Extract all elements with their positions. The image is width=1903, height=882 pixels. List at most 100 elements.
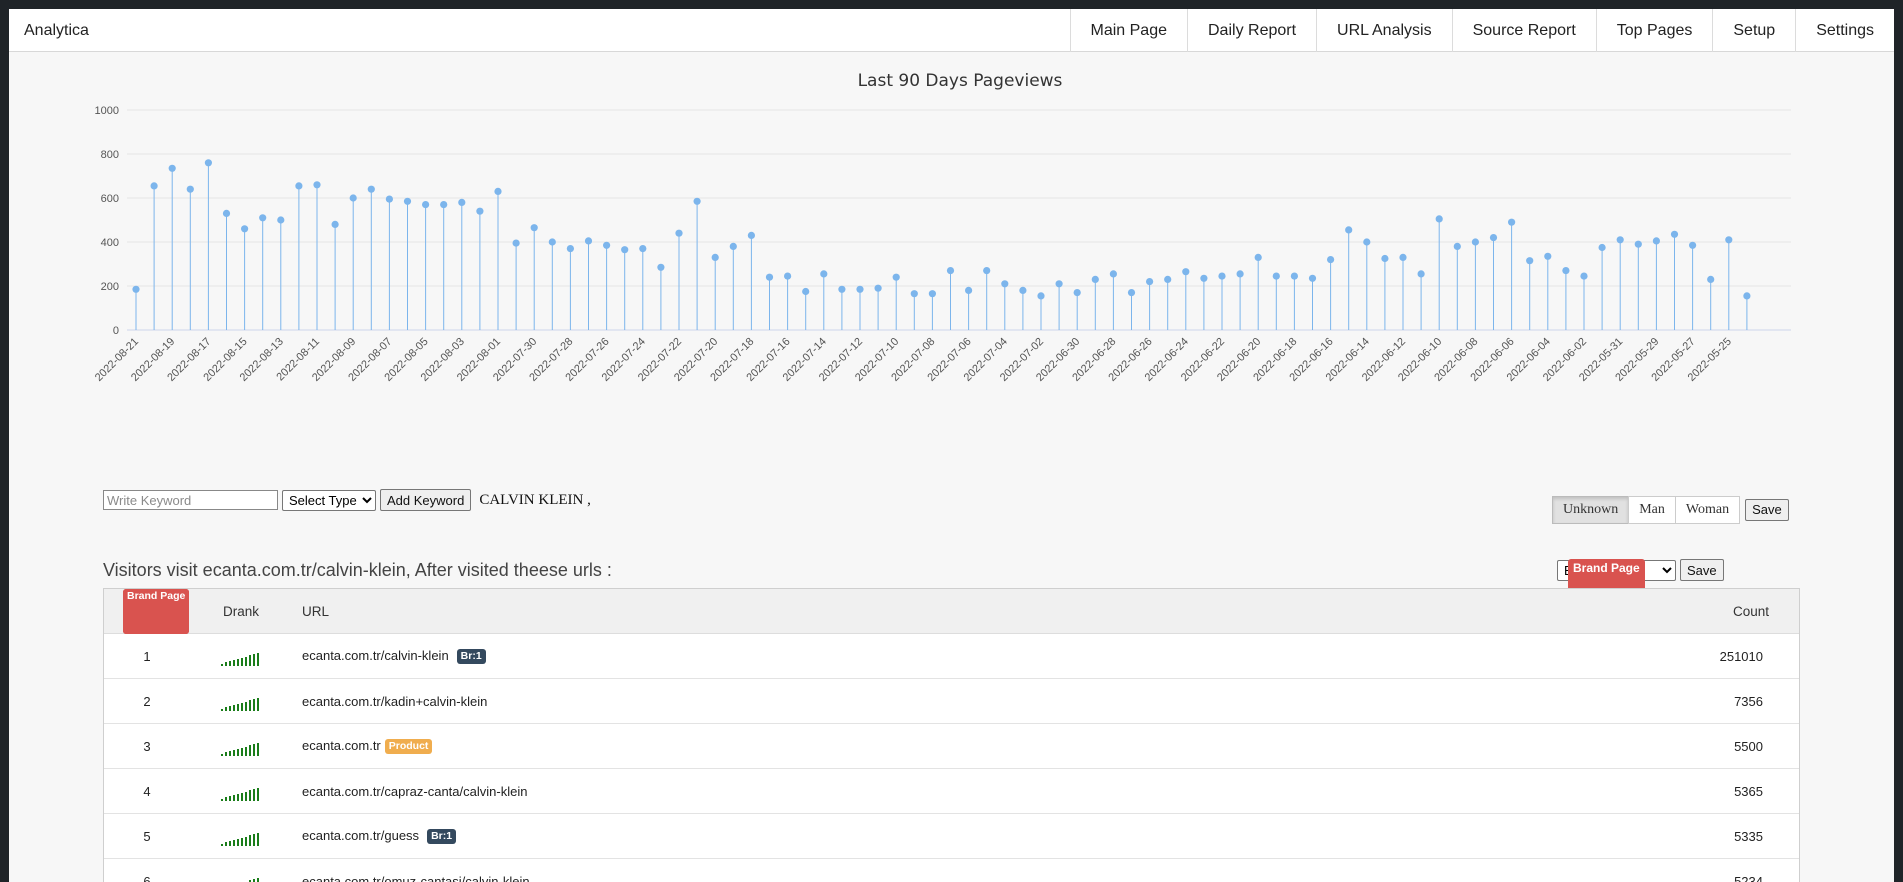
data-point[interactable] xyxy=(385,195,393,203)
data-point[interactable] xyxy=(910,290,918,298)
nav-main-page[interactable]: Main Page xyxy=(1069,9,1188,52)
data-point[interactable] xyxy=(675,229,683,237)
data-point[interactable] xyxy=(1218,272,1226,280)
data-point[interactable] xyxy=(367,185,375,193)
data-point[interactable] xyxy=(928,290,937,298)
data-point[interactable] xyxy=(693,197,701,205)
data-point[interactable] xyxy=(747,231,756,239)
data-point[interactable] xyxy=(1146,278,1154,286)
data-point[interactable] xyxy=(711,253,719,261)
data-point[interactable] xyxy=(1345,226,1353,234)
data-point[interactable] xyxy=(150,182,158,190)
data-point[interactable] xyxy=(476,207,484,215)
url-link[interactable]: ecanta.com.tr xyxy=(302,737,381,753)
data-point[interactable] xyxy=(820,270,828,278)
data-point[interactable] xyxy=(856,285,864,293)
url-link[interactable]: ecanta.com.tr/kadin+calvin-klein xyxy=(302,693,488,709)
data-point[interactable] xyxy=(349,194,357,202)
data-point[interactable] xyxy=(965,286,973,294)
data-point[interactable] xyxy=(657,263,665,271)
data-point[interactable] xyxy=(1127,289,1136,297)
data-point[interactable] xyxy=(1544,252,1552,260)
data-point[interactable] xyxy=(621,246,629,254)
data-point[interactable] xyxy=(603,241,611,249)
url-link[interactable]: ecanta.com.tr/guess xyxy=(302,827,420,843)
nav-url-analysis[interactable]: URL Analysis xyxy=(1316,9,1452,52)
gender-man-button[interactable]: Man xyxy=(1628,496,1676,524)
data-point[interactable] xyxy=(892,273,900,281)
data-point[interactable] xyxy=(874,284,882,292)
data-point[interactable] xyxy=(204,159,212,167)
table-row[interactable]: 4 ecanta.com.tr/capraz-canta/calvin-klein… xyxy=(104,768,1799,814)
data-point[interactable] xyxy=(1381,254,1389,263)
data-point[interactable] xyxy=(838,285,846,293)
data-point[interactable] xyxy=(1290,272,1298,280)
col-url[interactable]: URL xyxy=(292,589,1642,634)
data-point[interactable] xyxy=(512,239,520,247)
data-point[interactable] xyxy=(295,182,303,190)
data-point[interactable] xyxy=(1489,234,1498,242)
data-point[interactable] xyxy=(241,225,249,233)
data-point[interactable] xyxy=(331,220,339,228)
keyword-type-select[interactable]: Select Type xyxy=(282,489,376,511)
col-count[interactable]: Count xyxy=(1642,589,1799,634)
brand-logo[interactable]: Analytica xyxy=(24,22,89,39)
data-point[interactable] xyxy=(1019,286,1027,294)
data-point[interactable] xyxy=(1616,236,1624,244)
table-row[interactable]: 6 ecanta.com.tr/omuz-cantasi/calvin-klein… xyxy=(104,858,1799,882)
data-point[interactable] xyxy=(277,216,285,224)
data-point[interactable] xyxy=(494,187,502,195)
data-point[interactable] xyxy=(1200,274,1208,282)
data-point[interactable] xyxy=(1363,238,1371,246)
data-point[interactable] xyxy=(639,245,647,253)
data-point[interactable] xyxy=(1272,272,1280,280)
table-row[interactable]: 3 ecanta.com.tr Product 5500 xyxy=(104,723,1799,769)
data-point[interactable] xyxy=(1526,257,1534,265)
data-point[interactable] xyxy=(1308,274,1317,282)
data-point[interactable] xyxy=(1634,240,1642,248)
data-point[interactable] xyxy=(983,267,991,275)
table-row[interactable]: 5 ecanta.com.tr/guess Brand Page Br:1 5335 xyxy=(104,589,1799,859)
url-link[interactable]: ecanta.com.tr/capraz-canta/calvin-klein xyxy=(302,783,528,799)
add-keyword-button[interactable]: Add Keyword xyxy=(380,489,472,511)
data-point[interactable] xyxy=(132,285,140,293)
data-point[interactable] xyxy=(1689,241,1697,249)
data-point[interactable] xyxy=(1254,253,1262,261)
data-point[interactable] xyxy=(530,224,538,232)
data-point[interactable] xyxy=(458,198,466,206)
data-point[interactable] xyxy=(422,201,430,209)
data-point[interactable] xyxy=(1055,280,1063,288)
data-point[interactable] xyxy=(222,209,231,217)
table-row[interactable]: 1 ecanta.com.tr/calvin-klein Brand Page Br:… xyxy=(104,589,1799,679)
data-point[interactable] xyxy=(1707,275,1715,283)
data-point[interactable] xyxy=(765,273,774,281)
data-point[interactable] xyxy=(168,164,176,172)
data-point[interactable] xyxy=(186,185,194,193)
data-point[interactable] xyxy=(440,201,448,209)
data-point[interactable] xyxy=(1725,236,1733,244)
data-point[interactable] xyxy=(403,197,412,205)
data-point[interactable] xyxy=(1580,272,1588,280)
data-point[interactable] xyxy=(584,237,593,245)
data-point[interactable] xyxy=(1562,267,1570,275)
data-point[interactable] xyxy=(1435,215,1443,223)
url-link[interactable]: ecanta.com.tr/omuz-cantasi/calvin-klein xyxy=(302,873,530,882)
col-rank[interactable]: Drank xyxy=(190,589,292,634)
data-point[interactable] xyxy=(1091,275,1099,283)
data-point[interactable] xyxy=(1652,237,1660,245)
data-point[interactable] xyxy=(1743,292,1751,300)
data-point[interactable] xyxy=(1598,243,1606,252)
data-point[interactable] xyxy=(566,245,575,253)
data-point[interactable] xyxy=(1670,230,1679,238)
keyword-input[interactable] xyxy=(103,490,278,510)
gender-save-button[interactable]: Save xyxy=(1745,499,1789,521)
data-point[interactable] xyxy=(729,242,737,250)
data-point[interactable] xyxy=(784,272,792,280)
data-point[interactable] xyxy=(313,181,321,189)
chart-series[interactable] xyxy=(132,159,1751,330)
nav-settings[interactable]: Settings xyxy=(1795,9,1894,52)
data-point[interactable] xyxy=(1109,270,1117,278)
nav-setup[interactable]: Setup xyxy=(1712,9,1795,52)
data-point[interactable] xyxy=(1037,292,1045,300)
data-point[interactable] xyxy=(1399,253,1407,261)
